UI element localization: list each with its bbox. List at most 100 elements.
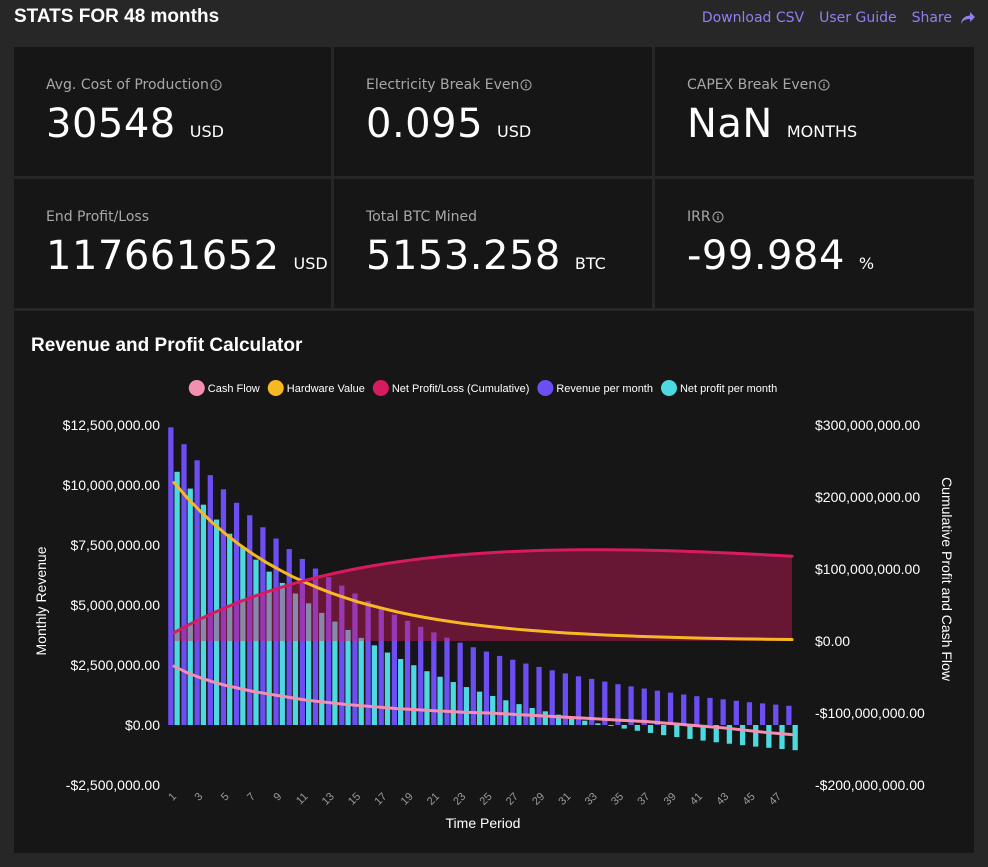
stat-value: 5153.258 (366, 233, 561, 279)
bar (589, 678, 595, 725)
info-icon-bar (716, 216, 719, 220)
x-tick-label: 19 (399, 791, 416, 808)
bar (542, 711, 548, 725)
stat-label: Electricity Break Even (366, 77, 520, 93)
bar (437, 676, 443, 725)
x-tick-label: 11 (294, 791, 311, 808)
y-tick-label: $7,500,000.00 (70, 537, 160, 553)
stat-label-row: Avg. Cost of Production (46, 77, 331, 93)
bar (292, 593, 299, 725)
bar (759, 703, 766, 725)
bar (398, 659, 404, 725)
bar (332, 621, 338, 725)
x-tick-label: 33 (583, 791, 600, 808)
line (172, 548, 794, 635)
bar (615, 684, 621, 725)
stat-card: Avg. Cost of Production 30548 USD (14, 47, 331, 176)
stat-value-row: 0.095 USD (366, 101, 652, 147)
bar (555, 714, 562, 725)
bar (746, 702, 753, 725)
legend-label: Revenue per month (556, 383, 653, 395)
stat-value-row: 117661652 USD (46, 233, 331, 279)
bar (634, 725, 640, 731)
bar (273, 538, 279, 725)
bar (391, 614, 398, 725)
stat-unit: USD (497, 122, 532, 141)
bar (602, 681, 608, 725)
x-tick-label: 37 (635, 791, 652, 808)
bar (523, 663, 529, 725)
bar (510, 659, 516, 725)
y-axis-label: Monthly Revenue (33, 546, 49, 655)
share-link[interactable]: Share (912, 10, 976, 26)
bar (773, 704, 779, 725)
bar (549, 670, 555, 725)
bar (352, 593, 358, 725)
user-guide-link[interactable]: User Guide (819, 10, 897, 26)
bar (470, 647, 476, 725)
stat-unit: BTC (574, 254, 606, 273)
y-tick-label: $2,500,000.00 (70, 657, 160, 673)
bar (339, 585, 345, 725)
stat-value: -99.984 (687, 233, 845, 279)
legend-label: Net Profit/Loss (Cumulative) (392, 383, 530, 395)
bar (628, 686, 634, 725)
legend-label: Net profit per month (680, 383, 777, 395)
x-axis-label: Time Period (446, 815, 521, 831)
x-tick-label: 15 (346, 791, 363, 808)
y-tick-label: $10,000,000.00 (63, 477, 161, 493)
share-text: Share (911, 10, 952, 26)
stat-label: Total BTC Mined (366, 209, 478, 225)
bar (779, 725, 785, 749)
stat-label: IRR (687, 209, 711, 225)
bar (496, 655, 503, 725)
bar (378, 608, 384, 725)
bar (418, 626, 424, 725)
stat-value-row: 30548 USD (46, 101, 331, 147)
legend-swatch (537, 380, 554, 396)
bar (713, 725, 719, 743)
bar (200, 504, 207, 725)
x-tick-label: 17 (372, 791, 389, 808)
download-csv-link[interactable]: Download CSV (701, 10, 805, 26)
stat-label-row: End Profit/Loss (46, 209, 331, 225)
stat-unit: MONTHS (786, 122, 858, 141)
bar (365, 600, 371, 725)
x-tick-label: 27 (504, 791, 521, 808)
bar (674, 725, 680, 737)
bar (726, 725, 733, 744)
bar (733, 700, 739, 725)
y-tick-label: $0.00 (125, 717, 160, 733)
chart-panel: Revenue and Profit Calculator $12,500,00… (14, 311, 974, 853)
x-tick-label: 31 (556, 791, 573, 808)
bar (345, 629, 351, 725)
stats-grid: Avg. Cost of Production 30548 USD Electrici… (14, 47, 974, 308)
stat-label-row: Electricity Break Even (366, 77, 652, 93)
bar (490, 695, 496, 725)
stat-value: 30548 (46, 101, 176, 147)
y-tick-label: $12,500,000.00 (63, 417, 161, 433)
stat-label-row: Total BTC Mined (366, 209, 652, 225)
bar (463, 687, 470, 725)
legend: Cash Flow Hardware Value Net Profit/Loss (… (188, 380, 777, 396)
chart: Revenue and Profit Calculator $12,500,00… (31, 335, 955, 831)
bar (582, 720, 588, 725)
stat-label-row: IRR (687, 209, 974, 225)
page-title: STATS FOR 48 months (14, 6, 220, 27)
x-tick-label: 23 (451, 791, 468, 808)
bar (187, 488, 193, 725)
bar (681, 694, 687, 725)
info-icon-ring (210, 79, 222, 91)
bar (700, 725, 706, 741)
y2-tick-label: -$200,000,000.00 (815, 777, 925, 793)
bar (457, 642, 463, 725)
bar (213, 519, 220, 725)
y2-tick-label: $300,000,000.00 (815, 417, 920, 433)
bar (233, 502, 240, 725)
stat-value-row: -99.984% (687, 233, 974, 279)
bar (312, 568, 319, 725)
bar (694, 696, 700, 725)
info-icon-bar (823, 84, 825, 88)
bar (174, 471, 180, 725)
stat-label: End Profit/Loss (46, 209, 149, 225)
